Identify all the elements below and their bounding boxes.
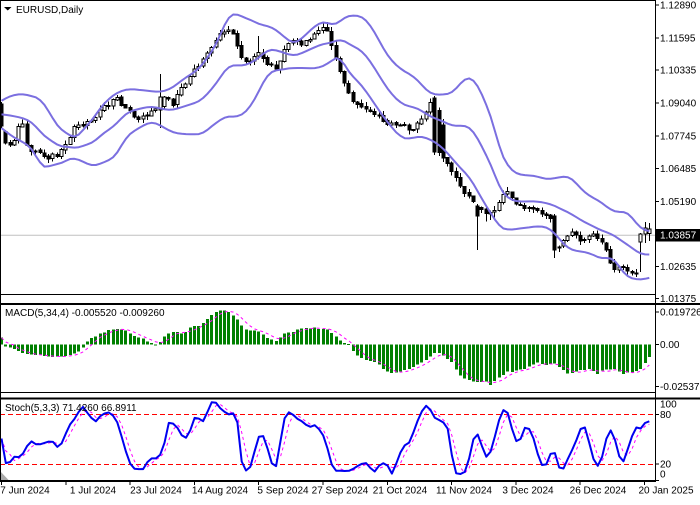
svg-text:1.12890: 1.12890 bbox=[660, 1, 697, 12]
svg-text:1.10335: 1.10335 bbox=[660, 66, 697, 77]
svg-text:1 Jul 2024: 1 Jul 2024 bbox=[70, 486, 117, 497]
svg-text:3 Dec 2024: 3 Dec 2024 bbox=[502, 486, 554, 497]
svg-text:EURUSD,Daily: EURUSD,Daily bbox=[16, 5, 83, 16]
svg-text:-0.025377: -0.025377 bbox=[660, 382, 700, 393]
svg-text:1.06485: 1.06485 bbox=[660, 164, 697, 175]
svg-text:11 Nov 2024: 11 Nov 2024 bbox=[436, 486, 492, 497]
svg-text:1.09040: 1.09040 bbox=[660, 99, 697, 110]
svg-text:20: 20 bbox=[660, 460, 672, 471]
svg-text:0.019726: 0.019726 bbox=[660, 308, 700, 319]
svg-text:80: 80 bbox=[660, 410, 672, 421]
svg-text:0: 0 bbox=[660, 469, 666, 480]
svg-text:1.07745: 1.07745 bbox=[660, 132, 697, 143]
svg-text:7 Jun 2024: 7 Jun 2024 bbox=[0, 486, 50, 497]
svg-text:21 Oct 2024: 21 Oct 2024 bbox=[373, 486, 428, 497]
svg-text:0.00: 0.00 bbox=[660, 340, 680, 351]
svg-text:14 Aug 2024: 14 Aug 2024 bbox=[192, 486, 249, 497]
svg-text:26 Dec 2024: 26 Dec 2024 bbox=[570, 486, 627, 497]
svg-text:27 Sep 2024: 27 Sep 2024 bbox=[312, 486, 369, 497]
svg-text:1.05190: 1.05190 bbox=[660, 197, 697, 208]
svg-text:1.02635: 1.02635 bbox=[660, 262, 697, 273]
svg-text:MACD(5,34,4) -0.005520 -0.0092: MACD(5,34,4) -0.005520 -0.009260 bbox=[5, 308, 165, 319]
svg-text:5 Sep 2024: 5 Sep 2024 bbox=[257, 486, 309, 497]
svg-text:1.03857: 1.03857 bbox=[660, 231, 697, 242]
svg-text:1.11595: 1.11595 bbox=[660, 34, 696, 45]
svg-text:100: 100 bbox=[660, 399, 677, 410]
svg-text:1.01375: 1.01375 bbox=[660, 294, 697, 305]
svg-text:20 Jan 2025: 20 Jan 2025 bbox=[638, 486, 693, 497]
svg-text:23 Jul 2024: 23 Jul 2024 bbox=[130, 486, 182, 497]
svg-text:Stoch(5,3,3) 71.4260 66.8911: Stoch(5,3,3) 71.4260 66.8911 bbox=[5, 403, 137, 414]
